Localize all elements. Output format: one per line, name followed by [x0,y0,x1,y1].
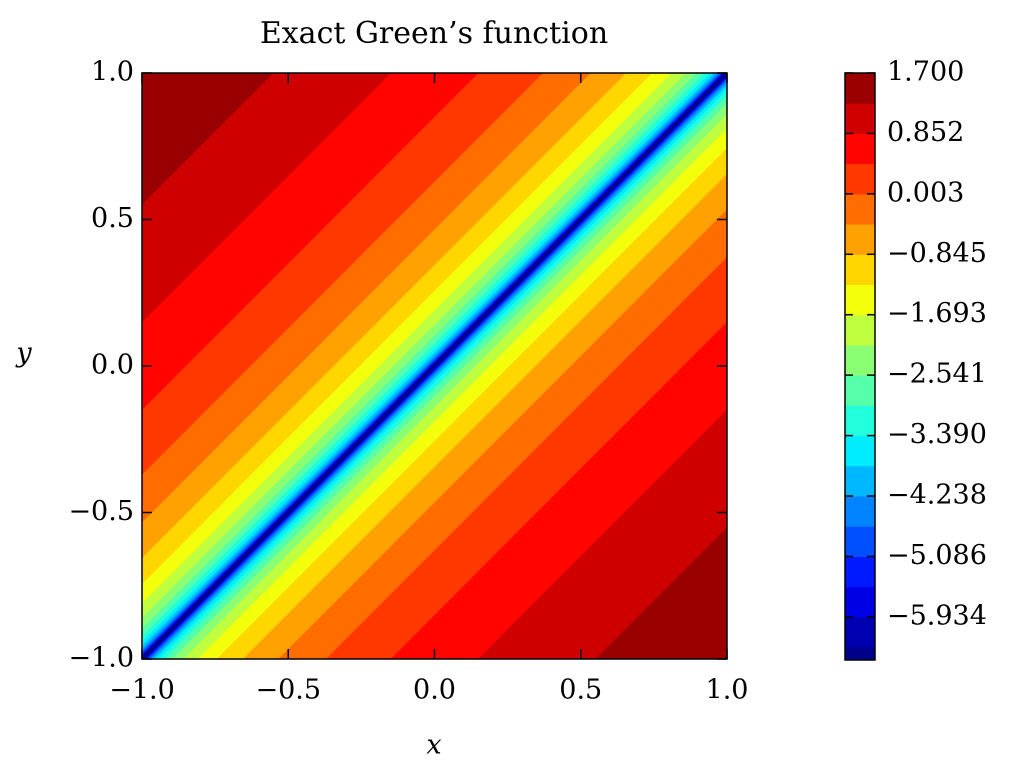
colorbar-band [845,103,875,134]
y-tick-label: 1.0 [91,57,134,88]
colorbar-tick-label: −4.238 [887,480,987,511]
x-tick-label: 1.0 [706,675,749,706]
colorbar-band [845,465,875,497]
y-tick-label: 0.5 [91,203,134,234]
x-tick-label: −1.0 [109,675,175,706]
colorbar-band [845,163,875,195]
colorbar-tick-label: −1.693 [887,298,987,329]
colorbar-tick-label: −3.390 [887,419,987,450]
colorbar-band [845,133,875,165]
colorbar [844,72,876,661]
axes [141,72,728,660]
colorbar-band [845,526,875,557]
chart-title: Exact Green’s function [260,16,608,51]
y-tick-label: 0.0 [91,350,134,381]
colorbar-tick-label: −5.934 [887,600,987,631]
colorbar-tick-label: −0.845 [887,238,987,269]
colorbar-tick-label: −5.086 [887,540,987,571]
colorbar-band [845,435,875,467]
colorbar-tick-label: 0.003 [887,177,964,208]
colorbar-tick-label: 0.852 [887,117,964,148]
y-tick-label: −1.0 [68,643,134,674]
colorbar-band [845,586,875,618]
y-tick-label: −0.5 [68,496,134,527]
colorbar-band [845,73,875,104]
colorbar-band [845,647,875,661]
x-tick-label: 0.0 [413,675,456,706]
colorbar-frame [844,72,876,661]
colorbar-band [845,496,875,527]
colorbar-band [845,314,875,346]
colorbar-band [845,193,875,225]
x-tick-label: −0.5 [255,675,321,706]
x-tick-label: 0.5 [559,675,602,706]
colorbar-band [845,254,875,286]
colorbar-band [845,375,875,406]
colorbar-band [845,616,875,648]
colorbar-tick-label: −2.541 [887,359,987,390]
colorbar-band [845,224,875,255]
y-axis-label: y [15,338,32,369]
colorbar-tick-label: 1.700 [887,57,964,88]
colorbar-band [845,556,875,588]
colorbar-band [845,344,875,376]
colorbar-band [845,284,875,316]
x-axis-label: x [426,730,441,761]
colorbar-band [845,405,875,437]
